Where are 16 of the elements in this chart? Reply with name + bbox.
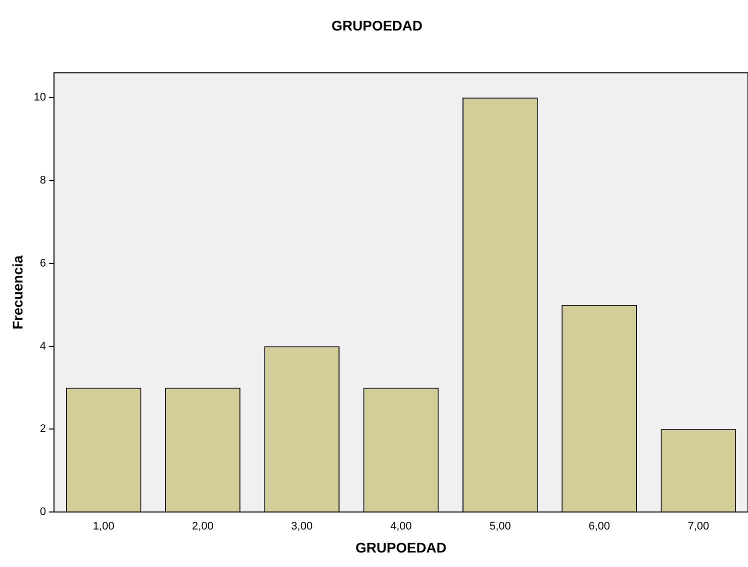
x-tick-label: 1,00 xyxy=(92,520,114,533)
x-tick-label: 3,00 xyxy=(291,520,313,533)
y-tick-label: 0 xyxy=(40,506,46,518)
y-axis-title: Frecuencia xyxy=(9,255,26,330)
x-tick-label: 2,00 xyxy=(192,520,214,533)
y-tick-label: 6 xyxy=(40,257,46,270)
x-tick-label: 6,00 xyxy=(588,520,610,533)
x-tick-label: 5,00 xyxy=(489,520,511,533)
y-tick-label: 8 xyxy=(40,174,46,187)
y-tick-label: 2 xyxy=(40,423,46,436)
chart-title: GRUPOEDAD xyxy=(331,17,423,34)
y-tick-label: 4 xyxy=(40,340,46,352)
y-tick-label: 10 xyxy=(34,92,46,104)
x-tick-label: 7,00 xyxy=(688,520,710,533)
x-axis-title: GRUPOEDAD xyxy=(356,539,447,556)
x-tick-label: 4,00 xyxy=(390,520,412,533)
